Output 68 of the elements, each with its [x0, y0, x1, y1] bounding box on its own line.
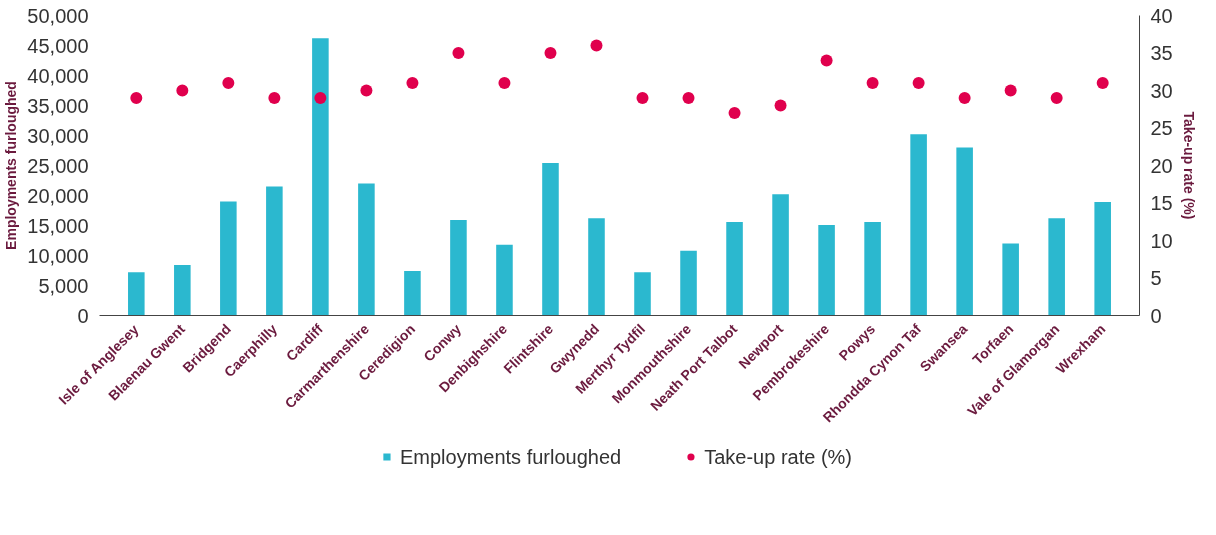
- y2-tick-label: 25: [1150, 117, 1173, 139]
- y2-tick-label: 35: [1150, 42, 1173, 64]
- bar: [1094, 202, 1111, 316]
- y-tick-label: 10,000: [27, 244, 89, 267]
- point: [958, 92, 971, 104]
- bar: [588, 218, 605, 316]
- point: [176, 84, 189, 97]
- point: [590, 39, 603, 52]
- point: [682, 92, 695, 104]
- legend-label: Employments furloughed: [399, 445, 622, 468]
- bar: [680, 250, 697, 316]
- bar: [726, 221, 743, 316]
- point: [360, 84, 373, 97]
- y-tick-label: 25,000: [27, 154, 89, 177]
- y2-tick-label: 15: [1150, 192, 1173, 214]
- point: [222, 77, 235, 89]
- point: [452, 47, 465, 59]
- y-axis-title: Employments furloughed: [3, 81, 20, 250]
- bar: [128, 272, 145, 316]
- y-tick-label: 50,000: [27, 4, 89, 27]
- bar: [910, 134, 927, 316]
- bar: [1002, 243, 1019, 316]
- y-tick-label: 5,000: [38, 274, 89, 297]
- y-tick-label: 0: [77, 304, 89, 327]
- y-tick-label: 20,000: [27, 184, 89, 207]
- bar: [358, 183, 375, 316]
- y2-tick-label: 10: [1150, 229, 1173, 252]
- bar: [220, 201, 237, 316]
- bar: [312, 38, 329, 316]
- y2-tick-label: 20: [1150, 154, 1173, 177]
- point: [866, 77, 879, 89]
- bar: [864, 221, 881, 316]
- bar: [266, 186, 283, 316]
- y2-tick-label: 40: [1150, 4, 1173, 27]
- point: [774, 99, 787, 112]
- point: [544, 47, 557, 59]
- y2-tick-label: 0: [1150, 304, 1162, 327]
- bar: [496, 244, 513, 316]
- y-tick-label: 40,000: [27, 64, 89, 87]
- point: [130, 92, 143, 104]
- bar: [772, 194, 789, 316]
- point: [314, 92, 327, 104]
- point: [728, 107, 741, 119]
- point: [820, 54, 833, 67]
- y-tick-label: 35,000: [27, 94, 89, 117]
- y2-tick-label: 30: [1150, 79, 1173, 102]
- legend-label: Take-up rate (%): [704, 445, 853, 468]
- point: [268, 92, 281, 104]
- point: [636, 92, 649, 104]
- bar: [450, 220, 467, 316]
- point: [1096, 77, 1109, 89]
- y2-axis-title: Take-up rate (%): [1180, 111, 1197, 220]
- bar: [818, 224, 835, 316]
- point: [912, 77, 925, 89]
- bar: [1048, 218, 1065, 316]
- bar: [404, 271, 421, 316]
- point: [1004, 84, 1017, 97]
- bar: [542, 163, 559, 316]
- y-tick-label: 30,000: [27, 124, 89, 147]
- point: [1050, 92, 1063, 104]
- y-tick-label: 15,000: [27, 214, 89, 237]
- y2-tick-label: 5: [1150, 267, 1162, 289]
- point: [406, 77, 419, 89]
- bar: [956, 147, 973, 316]
- bar: [634, 272, 651, 316]
- y-tick-label: 45,000: [27, 34, 89, 57]
- bar: [174, 265, 191, 316]
- point: [498, 77, 511, 89]
